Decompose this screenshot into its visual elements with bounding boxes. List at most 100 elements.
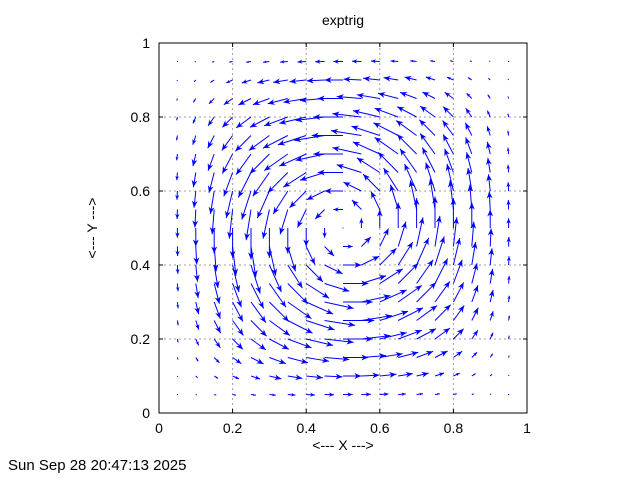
vector-head bbox=[400, 310, 409, 317]
vector-head bbox=[420, 106, 428, 113]
vector-arrow bbox=[246, 60, 252, 63]
vector-arrow bbox=[176, 338, 179, 343]
vector-arrow bbox=[176, 61, 178, 62]
vector-head bbox=[224, 210, 231, 219]
vector-arrow bbox=[324, 392, 335, 397]
vector-arrow bbox=[453, 328, 465, 340]
vector-head bbox=[410, 351, 419, 357]
vector-arrow bbox=[264, 116, 288, 127]
vector-arrow bbox=[488, 268, 495, 284]
vector-arrow bbox=[306, 338, 334, 347]
vector-head bbox=[347, 244, 353, 249]
vector-head bbox=[488, 289, 495, 298]
vector-head bbox=[315, 274, 323, 282]
vector-head bbox=[422, 147, 429, 156]
vector-arrow bbox=[269, 320, 291, 336]
vector-head bbox=[321, 357, 330, 364]
vector-head bbox=[249, 121, 258, 128]
vector-arrow bbox=[379, 247, 397, 266]
vector-head bbox=[351, 125, 360, 132]
vector-head bbox=[465, 108, 472, 115]
vector-arrow bbox=[289, 190, 307, 209]
vector-head bbox=[291, 393, 296, 397]
vector-shaft bbox=[351, 125, 380, 136]
vector-head bbox=[465, 122, 472, 131]
vector-head bbox=[175, 137, 179, 141]
vector-head bbox=[351, 200, 359, 208]
vector-arrow bbox=[507, 275, 511, 284]
vector-arrow bbox=[195, 375, 198, 379]
vector-dot bbox=[342, 227, 344, 229]
vector-head bbox=[361, 280, 369, 287]
vector-head bbox=[363, 76, 371, 82]
vector-arrow bbox=[452, 305, 465, 321]
vector-head bbox=[238, 189, 245, 198]
vector-arrow bbox=[175, 190, 180, 200]
vector-head bbox=[456, 259, 463, 268]
vector-arrow bbox=[373, 122, 399, 136]
vector-head bbox=[210, 80, 214, 83]
vector-arrow bbox=[336, 94, 362, 100]
vector-head bbox=[429, 282, 437, 290]
vector-head bbox=[209, 227, 216, 235]
vector-head bbox=[237, 314, 243, 322]
vector-arrow bbox=[193, 79, 197, 83]
vector-arrow bbox=[506, 200, 511, 210]
vector-shaft bbox=[294, 135, 325, 141]
vector-head bbox=[466, 93, 471, 98]
vector-shaft bbox=[176, 357, 179, 360]
vector-head bbox=[327, 248, 335, 256]
vector-head bbox=[191, 158, 198, 167]
vector-arrow bbox=[416, 217, 425, 247]
vector-shaft bbox=[279, 153, 307, 167]
vector-arrow bbox=[207, 135, 215, 149]
vector-arrow bbox=[297, 209, 307, 228]
vector-head bbox=[378, 92, 386, 98]
vector-head bbox=[489, 311, 494, 318]
vector-head bbox=[330, 128, 339, 135]
vector-head bbox=[208, 99, 214, 104]
vector-arrow bbox=[269, 374, 282, 381]
vector-head bbox=[192, 239, 199, 247]
vector-arrow bbox=[396, 106, 417, 118]
vector-head bbox=[279, 160, 287, 167]
vector-head bbox=[390, 59, 395, 63]
vector-arrow bbox=[356, 157, 381, 173]
vector-arrow bbox=[486, 110, 491, 118]
vector-head bbox=[395, 268, 403, 276]
vector-arrow bbox=[383, 75, 399, 82]
vector-arrow bbox=[508, 394, 510, 395]
vector-head bbox=[472, 263, 479, 271]
vector-arrow bbox=[464, 122, 473, 136]
vector-arrow bbox=[379, 392, 389, 397]
vector-arrow bbox=[452, 237, 462, 266]
vector-head bbox=[196, 358, 199, 362]
vector-head bbox=[351, 59, 358, 64]
vector-head bbox=[404, 163, 411, 172]
vector-arrow bbox=[269, 301, 290, 322]
vector-head bbox=[213, 280, 220, 289]
vector-arrow bbox=[193, 246, 200, 265]
vector-head bbox=[252, 99, 261, 105]
vector-arrow bbox=[465, 107, 473, 118]
vector-head bbox=[378, 152, 386, 160]
vector-arrow bbox=[506, 256, 511, 266]
vector-head bbox=[332, 146, 340, 153]
vector-head bbox=[193, 257, 200, 265]
timestamp: Sun Sep 28 20:47:13 2025 bbox=[8, 457, 187, 474]
vector-head bbox=[347, 321, 356, 328]
vector-head bbox=[439, 236, 445, 245]
vector-arrow bbox=[248, 135, 270, 151]
vector-head bbox=[234, 284, 241, 293]
vector-head bbox=[223, 99, 231, 105]
vector-head bbox=[507, 315, 511, 319]
vector-arrow bbox=[404, 163, 418, 192]
vector-head bbox=[315, 59, 321, 64]
vector-head bbox=[279, 118, 287, 125]
vector-head bbox=[325, 308, 334, 315]
vector-head bbox=[249, 166, 257, 174]
vector-arrow bbox=[287, 246, 297, 272]
vector-arrow bbox=[268, 246, 278, 276]
vector-arrow bbox=[269, 338, 290, 350]
vector-arrow bbox=[343, 280, 369, 287]
